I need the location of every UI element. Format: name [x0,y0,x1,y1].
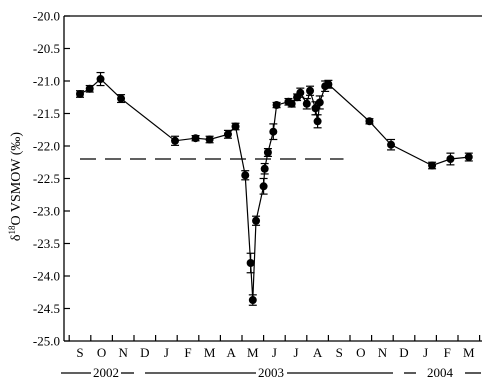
x-tick-label: M [463,345,475,360]
x-tick-label: O [356,345,365,360]
x-tick-label: O [97,345,106,360]
x-tick-label: S [336,345,343,360]
y-tick-label: -20.5 [33,41,60,56]
data-point [446,155,455,163]
y-tick-label: -25.0 [33,334,60,349]
data-point [324,80,333,89]
data-point [171,136,180,145]
data-point [464,153,473,162]
year-label: 2004 [427,365,454,380]
x-tick-label: J [164,345,169,360]
data-point [296,88,305,97]
data-point [313,117,322,126]
data-point [287,99,296,108]
data-point [306,86,315,95]
x-tick-label: J [293,345,298,360]
y-axis-title: δ18O VSMOW (‰) [7,132,24,242]
y-tick-label: -24.5 [33,301,60,316]
data-point [365,117,374,126]
data-point [259,182,268,191]
data-point [311,104,320,113]
data-point [263,148,272,157]
data-point [248,296,257,305]
data-point [246,259,255,267]
x-tick-label: F [184,345,191,360]
year-label: 2003 [258,365,284,380]
x-tick-label: A [227,345,237,360]
y-tick-label: -22.5 [33,171,60,186]
data-point [117,94,126,103]
x-tick-label: J [423,345,428,360]
y-tick-label: -23.5 [33,236,60,251]
data-point [272,101,281,110]
series-line [79,78,469,301]
data-point [85,84,94,93]
data-series [76,71,473,306]
x-tick-label: D [399,345,408,360]
data-point [302,99,311,108]
data-point [269,127,278,136]
x-tick-label: S [76,345,83,360]
year-label: 2002 [93,365,119,380]
y-tick-label: -23.0 [33,204,60,219]
axes [63,15,482,342]
x-tick-label: D [140,345,149,360]
x-tick-label: J [272,345,277,360]
y-tick-label: -21.5 [33,106,60,121]
axis-labels: -20.0 -20.5 -21.0 -21.5 -22.0 -22.5 -23.0 -23.5… [7,9,481,380]
data-point [76,90,84,98]
y-tick-label: -22.0 [33,139,60,154]
y-tick-label: -21.0 [33,74,60,89]
x-tick-label: A [313,345,323,360]
y-tick-label: -20.0 [33,9,60,24]
data-point [387,140,396,149]
data-point [252,216,261,225]
data-point [428,161,437,170]
x-tick-label: N [119,345,129,360]
x-tick-label: M [204,345,216,360]
data-point [223,130,232,139]
x-tick-label: N [378,345,388,360]
x-tick-label: M [247,345,259,360]
data-point [191,134,200,143]
y-tick-label: -24.0 [33,269,60,284]
data-point [260,164,269,173]
data-point [96,75,105,84]
data-point [231,122,240,131]
data-point [241,171,250,180]
data-point [315,98,324,107]
data-point [205,135,214,144]
x-tick-label: F [444,345,451,360]
